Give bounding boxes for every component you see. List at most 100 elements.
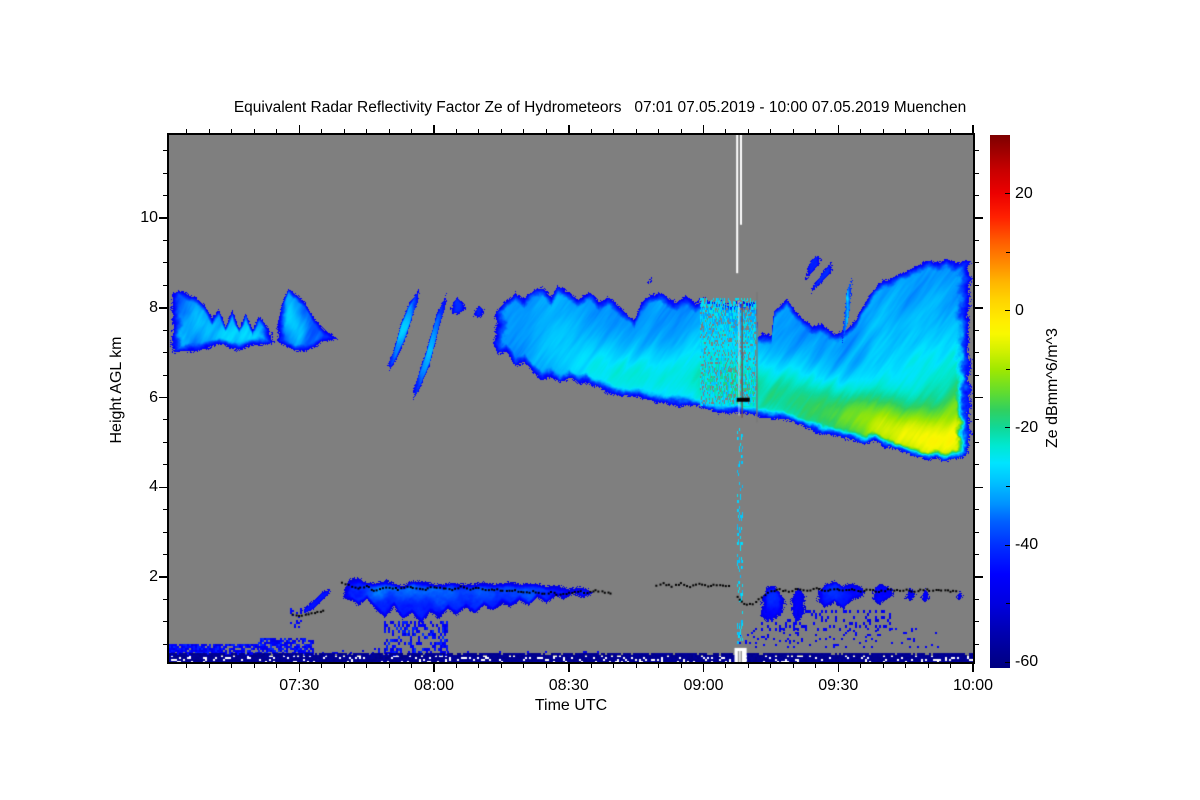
x-tick-label: 09:30 xyxy=(818,677,859,694)
x-minor-tick xyxy=(253,129,255,133)
x-minor-tick xyxy=(321,129,323,133)
x-minor-tick xyxy=(253,664,255,668)
x-minor-tick xyxy=(747,664,749,668)
x-major-tick xyxy=(298,664,300,672)
x-major-tick xyxy=(568,664,570,672)
colorbar-tick-label: 0 xyxy=(1015,301,1024,319)
y-minor-tick xyxy=(163,374,167,376)
y-major-tick xyxy=(975,576,983,578)
y-minor-tick xyxy=(163,464,167,466)
y-major-tick xyxy=(159,486,167,488)
x-minor-tick xyxy=(186,129,188,133)
x-minor-tick xyxy=(590,129,592,133)
x-minor-tick xyxy=(613,129,615,133)
x-minor-tick xyxy=(860,664,862,668)
x-minor-tick xyxy=(792,129,794,133)
x-minor-tick xyxy=(208,129,210,133)
x-minor-tick xyxy=(680,664,682,668)
x-major-tick xyxy=(837,125,839,133)
y-minor-tick xyxy=(163,329,167,331)
x-minor-tick xyxy=(792,664,794,668)
x-minor-tick xyxy=(231,129,233,133)
y-minor-tick xyxy=(975,643,979,645)
y-minor-tick xyxy=(163,195,167,197)
x-minor-tick xyxy=(613,664,615,668)
x-minor-tick xyxy=(411,664,413,668)
x-minor-tick xyxy=(545,664,547,668)
x-minor-tick xyxy=(927,129,929,133)
y-tick-label: 4 xyxy=(149,478,158,496)
x-major-tick xyxy=(972,125,974,133)
x-minor-tick xyxy=(478,664,480,668)
x-tick-label: 10:00 xyxy=(952,677,994,694)
y-tick-label: 2 xyxy=(149,568,158,585)
x-minor-tick xyxy=(725,129,727,133)
y-minor-tick xyxy=(163,239,167,241)
x-tick-label: 09:00 xyxy=(683,677,724,694)
x-major-tick xyxy=(298,125,300,133)
x-minor-tick xyxy=(680,129,682,133)
y-minor-tick xyxy=(975,150,979,152)
y-minor-tick xyxy=(975,284,979,286)
colorbar-tick xyxy=(1005,661,1010,663)
x-minor-tick xyxy=(635,664,637,668)
colorbar-tick xyxy=(1005,427,1010,429)
x-minor-tick xyxy=(321,664,323,668)
x-minor-tick xyxy=(208,664,210,668)
x-axis-title: Time UTC xyxy=(534,697,608,714)
heatmap-canvas xyxy=(169,135,973,662)
colorbar-tick-label: -40 xyxy=(1015,536,1039,553)
x-tick-label: 07:30 xyxy=(279,677,320,694)
x-minor-tick xyxy=(927,664,929,668)
x-major-tick xyxy=(837,664,839,672)
y-major-tick xyxy=(159,576,167,578)
y-major-tick xyxy=(159,217,167,219)
x-minor-tick xyxy=(950,664,952,668)
y-minor-tick xyxy=(975,531,979,533)
x-minor-tick xyxy=(388,129,390,133)
y-major-tick xyxy=(159,307,167,309)
y-minor-tick xyxy=(163,172,167,174)
colorbar-tick xyxy=(1005,193,1010,195)
y-minor-tick xyxy=(975,329,979,331)
x-minor-tick xyxy=(388,664,390,668)
colorbar-tick-label: -20 xyxy=(1015,418,1039,436)
y-minor-tick xyxy=(163,621,167,623)
y-minor-tick xyxy=(975,262,979,264)
x-major-tick xyxy=(702,125,705,133)
y-minor-tick xyxy=(163,531,167,533)
x-tick-label: 08:30 xyxy=(548,677,589,694)
x-minor-tick xyxy=(860,129,862,133)
y-minor-tick xyxy=(975,554,979,556)
x-minor-tick xyxy=(770,129,772,133)
y-minor-tick xyxy=(975,598,979,600)
y-minor-tick xyxy=(975,195,979,197)
colorbar-minor-tick xyxy=(1006,251,1010,253)
x-minor-tick xyxy=(725,664,727,668)
x-minor-tick xyxy=(658,664,660,668)
y-tick-label: 8 xyxy=(149,298,158,316)
colorbar-tick xyxy=(1005,310,1010,312)
y-tick-label: 10 xyxy=(140,209,158,227)
y-minor-tick xyxy=(975,239,979,241)
x-minor-tick xyxy=(231,664,233,668)
colorbar-minor-tick xyxy=(1006,485,1010,487)
y-minor-tick xyxy=(975,464,979,466)
x-minor-tick xyxy=(905,664,907,668)
y-minor-tick xyxy=(975,441,979,443)
y-minor-tick xyxy=(163,284,167,286)
x-minor-tick xyxy=(276,664,278,668)
x-minor-tick xyxy=(500,664,502,668)
x-minor-tick xyxy=(747,129,749,133)
y-minor-tick xyxy=(163,262,167,264)
y-minor-tick xyxy=(163,509,167,511)
x-minor-tick xyxy=(411,129,413,133)
x-major-tick xyxy=(702,664,705,672)
y-minor-tick xyxy=(975,352,979,354)
x-minor-tick xyxy=(523,664,525,668)
y-minor-tick xyxy=(163,419,167,421)
x-minor-tick xyxy=(882,664,884,668)
y-minor-tick xyxy=(975,419,979,421)
y-minor-tick xyxy=(975,621,979,623)
